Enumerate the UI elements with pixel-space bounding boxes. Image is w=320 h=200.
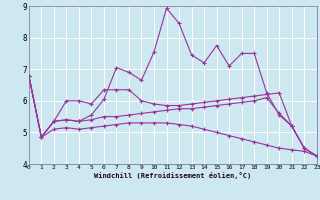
X-axis label: Windchill (Refroidissement éolien,°C): Windchill (Refroidissement éolien,°C) — [94, 172, 252, 179]
